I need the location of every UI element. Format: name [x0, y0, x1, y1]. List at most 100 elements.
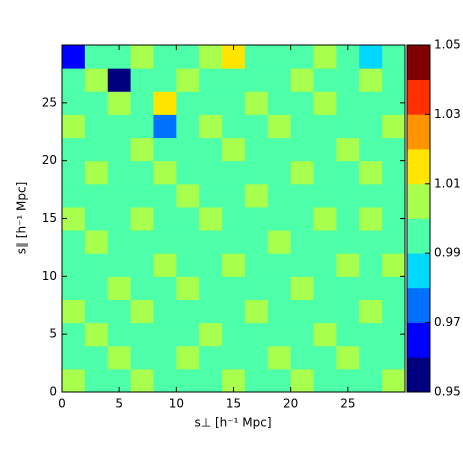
- contour-cell: [176, 45, 200, 69]
- contour-cell: [130, 276, 154, 300]
- contour-cell: [222, 183, 246, 208]
- contour-cell: [153, 322, 177, 347]
- contour-cell: [290, 345, 315, 370]
- contour-cell: [222, 114, 246, 139]
- colorbar-tick-label: 1.03: [434, 107, 461, 121]
- contour-cell: [62, 183, 86, 208]
- colorbar-band: [407, 149, 430, 185]
- contour-cell: [62, 345, 86, 370]
- contour-cell: [84, 230, 109, 254]
- contour-cell: [107, 276, 132, 300]
- contour-cell: [199, 322, 223, 347]
- contour-cell: [267, 368, 292, 393]
- contour-cell: [107, 253, 132, 277]
- contour-cell: [267, 206, 292, 231]
- colorbar-tick-label: 0.95: [434, 385, 461, 399]
- contour-cell: [62, 276, 86, 300]
- contour-cell: [336, 114, 360, 139]
- contour-cell: [176, 160, 200, 185]
- contour-cell: [267, 160, 292, 185]
- contour-cell: [244, 45, 269, 69]
- contour-cell: [267, 183, 292, 208]
- contour-cell: [84, 68, 109, 92]
- contour-cell: [199, 137, 223, 162]
- contour-cell: [222, 68, 246, 92]
- x-axis-label: s⊥ [h⁻¹ Mpc]: [194, 416, 271, 430]
- contour-cell: [382, 206, 406, 231]
- contour-cell: [336, 68, 360, 92]
- contour-cell: [382, 368, 406, 393]
- contour-cell: [313, 230, 337, 254]
- contour-cell: [176, 206, 200, 231]
- colorbar-tick-label: 0.99: [434, 246, 461, 260]
- x-tick-label: 5: [115, 397, 123, 411]
- contour-cell: [153, 183, 177, 208]
- x-tick-label: 20: [283, 397, 298, 411]
- contour-cell: [107, 206, 132, 231]
- contour-cell: [359, 368, 383, 393]
- contour-cell: [313, 299, 337, 324]
- contour-cell: [359, 299, 383, 324]
- contour-cell: [290, 68, 315, 92]
- contour-cell: [359, 230, 383, 254]
- contour-cell: [107, 137, 132, 162]
- contour-cell: [359, 137, 383, 162]
- contour-cell: [244, 322, 269, 347]
- contour-cell: [244, 137, 269, 162]
- contour-cell: [382, 68, 406, 92]
- contour-cell: [267, 276, 292, 300]
- y-tick-label: 15: [42, 211, 57, 225]
- contour-cell: [290, 160, 315, 185]
- contour-cell: [153, 137, 177, 162]
- y-tick-label: 0: [49, 385, 57, 399]
- contour-cell: [267, 322, 292, 347]
- contour-cell: [290, 368, 315, 393]
- contour-cell: [84, 45, 109, 69]
- contour-cell: [336, 137, 360, 162]
- contour-cell: [107, 114, 132, 139]
- contour-cell: [62, 322, 86, 347]
- contour-cell: [336, 345, 360, 370]
- contour-cell: [84, 183, 109, 208]
- contour-cell: [336, 299, 360, 324]
- contour-cell: [199, 230, 223, 254]
- contour-cell: [107, 91, 132, 115]
- contour-cell: [222, 206, 246, 231]
- y-tick-label: 20: [42, 153, 57, 167]
- contour-cell: [359, 253, 383, 277]
- x-tick-label: 15: [226, 397, 241, 411]
- contour-cell: [176, 183, 200, 208]
- contour-cell: [84, 368, 109, 393]
- contour-cell: [244, 114, 269, 139]
- contour-cell: [62, 114, 86, 139]
- contour-cell: [107, 183, 132, 208]
- contour-cell: [153, 276, 177, 300]
- contour-cell: [267, 253, 292, 277]
- contour-cell: [199, 160, 223, 185]
- contour-cell: [359, 68, 383, 92]
- contour-cell: [153, 206, 177, 231]
- contour-cell: [290, 230, 315, 254]
- colorbar-band: [407, 79, 430, 115]
- contour-cell: [84, 299, 109, 324]
- contour-cell: [267, 45, 292, 69]
- contour-cell: [382, 160, 406, 185]
- contour-cell: [176, 91, 200, 115]
- contour-cell: [130, 183, 154, 208]
- contour-cell: [313, 322, 337, 347]
- contour-cell: [222, 276, 246, 300]
- contour-cell: [199, 253, 223, 277]
- contour-cell: [313, 45, 337, 69]
- contour-cell: [107, 45, 132, 69]
- contour-cell: [313, 183, 337, 208]
- contour-cell: [107, 368, 132, 393]
- contour-cell: [290, 299, 315, 324]
- contour-cell: [267, 230, 292, 254]
- contour-cell: [130, 45, 154, 69]
- contour-cell: [336, 160, 360, 185]
- contour-cell: [336, 253, 360, 277]
- contour-cell: [222, 45, 246, 69]
- contour-cell: [336, 91, 360, 115]
- contour-cell: [222, 137, 246, 162]
- contour-cell: [222, 91, 246, 115]
